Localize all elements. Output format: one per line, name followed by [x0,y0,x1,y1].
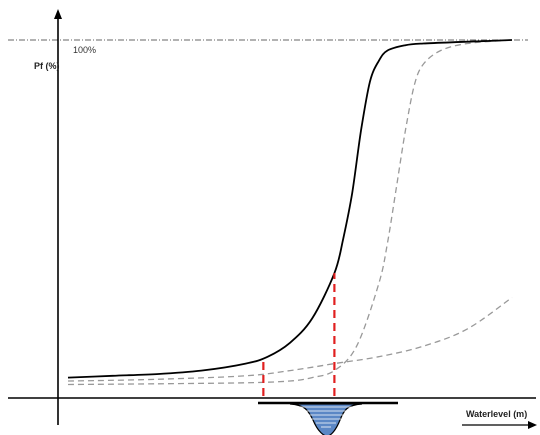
series-line-2-dashed [67,39,513,386]
x-axis-label: Waterlevel (m) [466,409,527,419]
series-line-3-dashed [67,296,513,382]
channel-cross-section-icon [258,401,398,435]
series-line-1-solid [67,39,513,379]
channel-water-fill [289,403,363,435]
x-label-arrowhead [528,421,537,429]
reference-label: 100% [73,45,96,55]
y-axis-arrowhead [54,9,62,19]
y-axis-label: Pf (%) [34,61,60,71]
marker-layer [262,273,336,396]
series-layer [67,39,513,386]
